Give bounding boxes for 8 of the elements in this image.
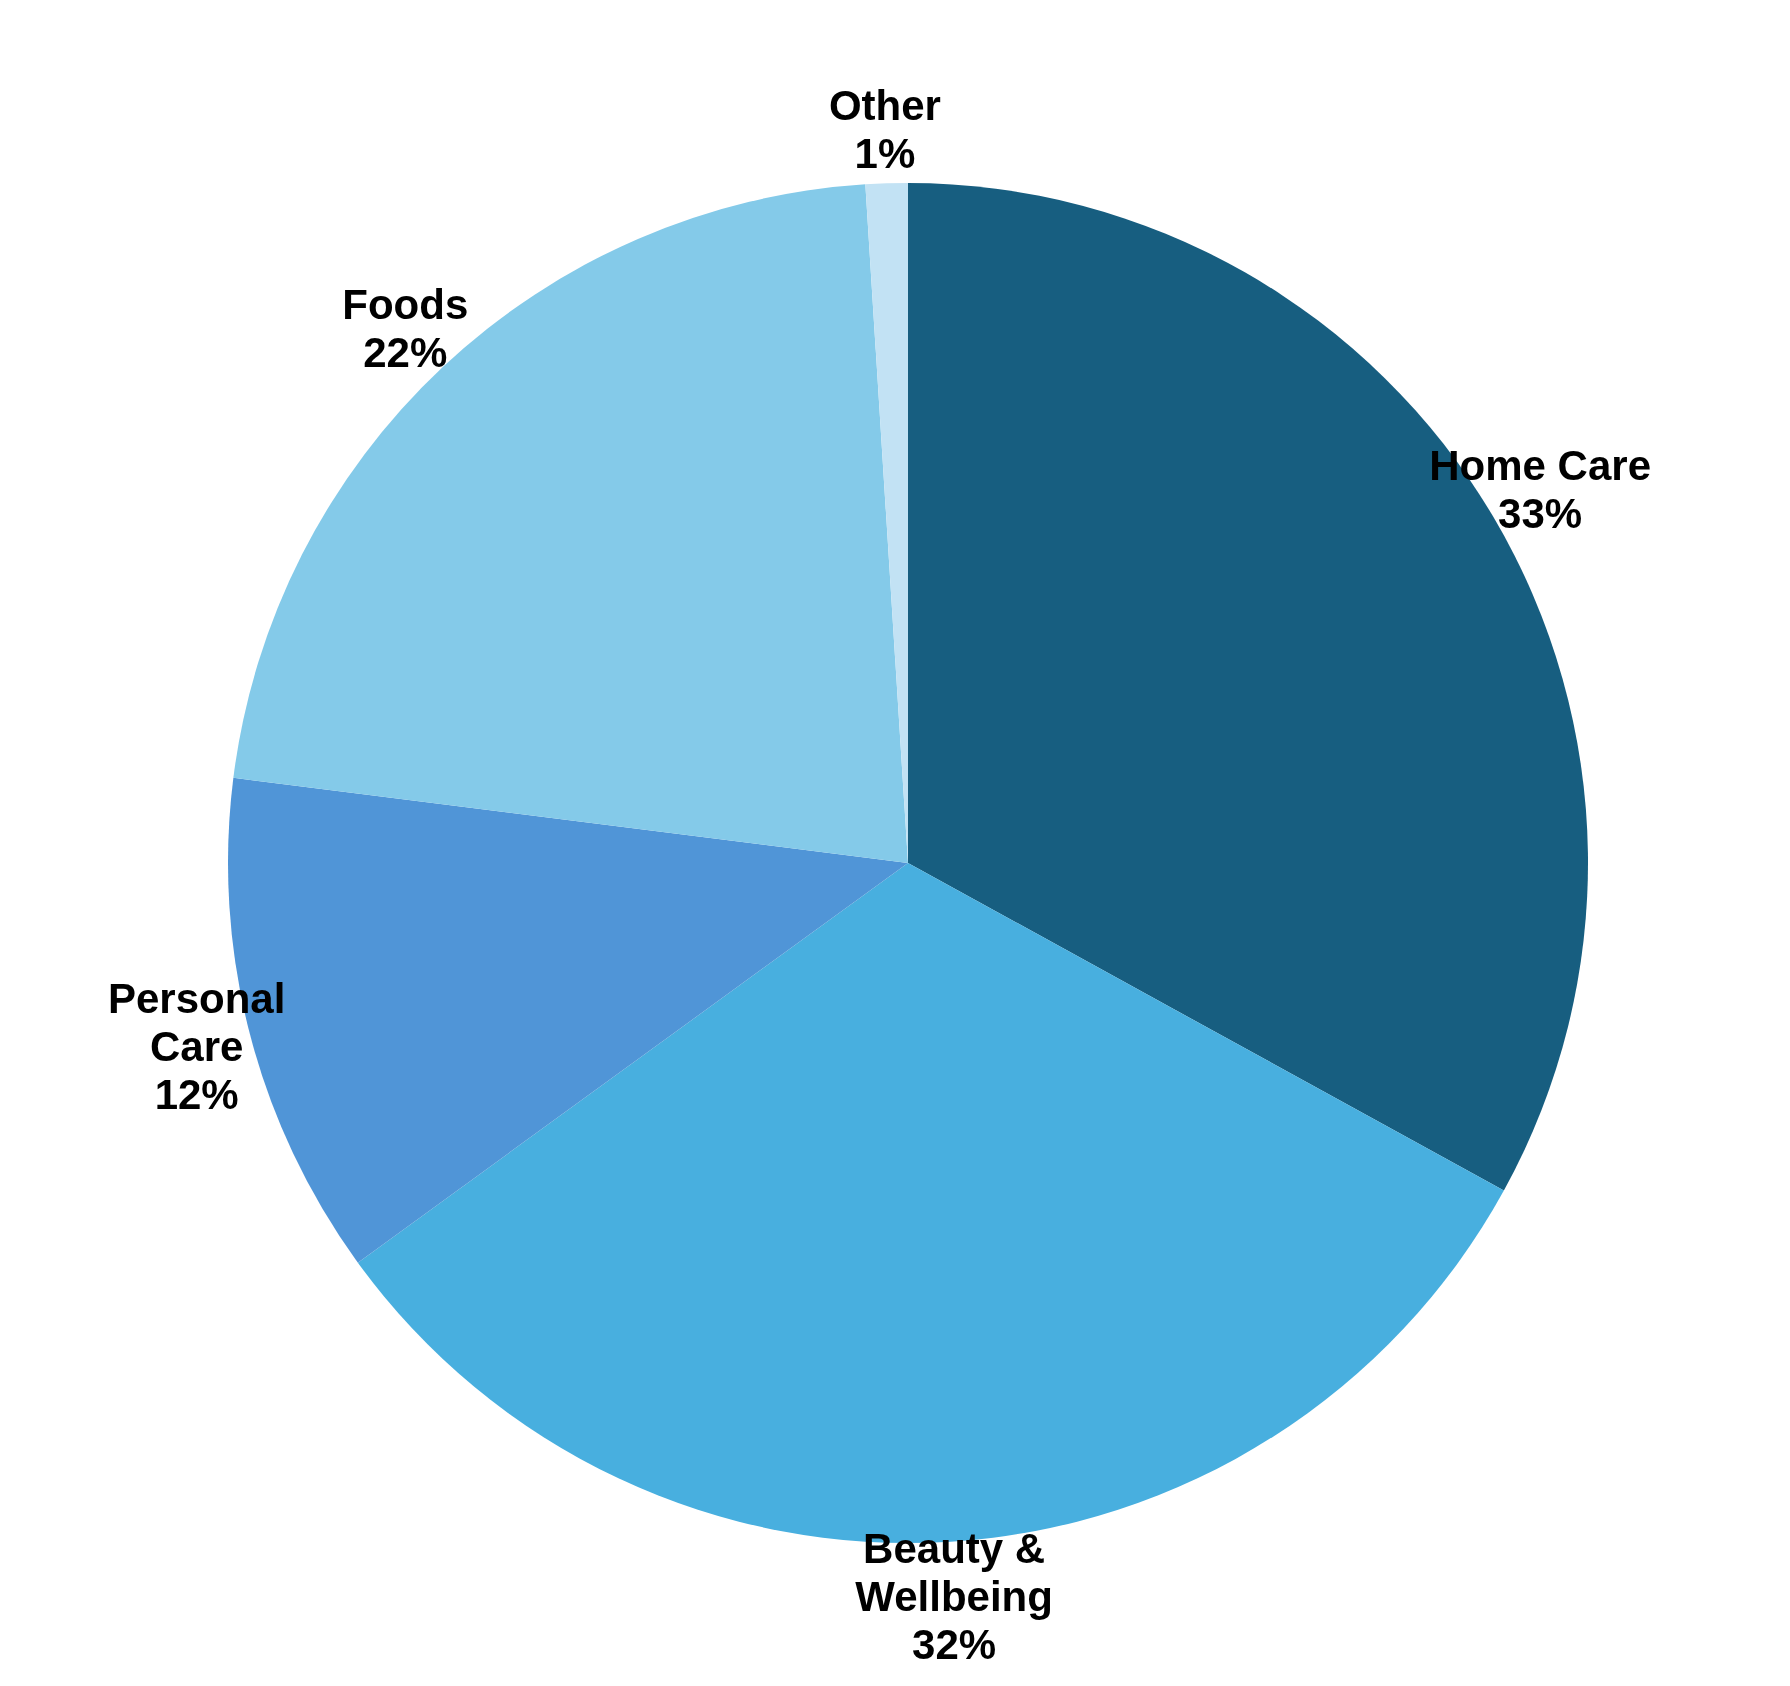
slice-label: Other: [828, 81, 941, 129]
slice-label: Foods: [342, 280, 469, 328]
pie-slice: [233, 184, 908, 863]
data-label: 33%: [1498, 489, 1583, 537]
data-label: 12%: [154, 1070, 239, 1118]
data-label: 32%: [912, 1620, 997, 1668]
data-label: 1%: [854, 129, 916, 177]
data-label: 22%: [363, 328, 448, 376]
